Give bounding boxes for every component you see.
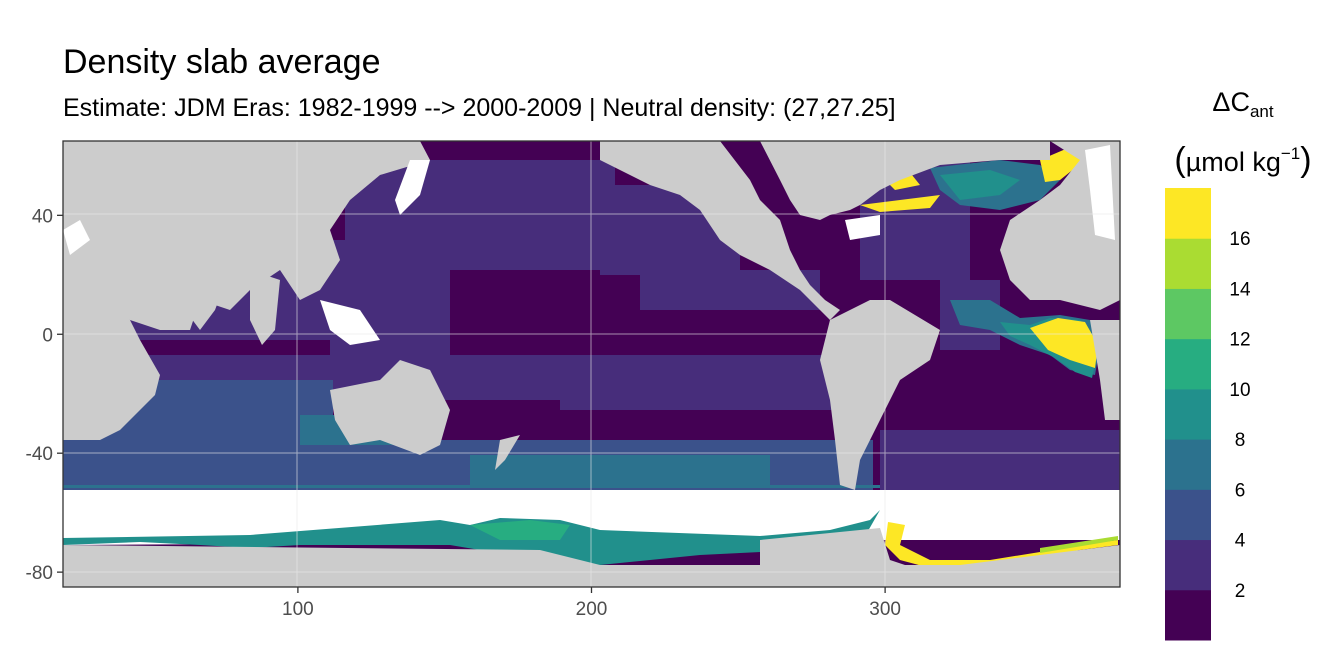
legend-title-subscript: ant: [1249, 102, 1274, 121]
no-data-japan-sea: [395, 160, 430, 215]
legend-title-symbol: ΔC: [1212, 87, 1250, 117]
antarctic-margin-bright: [470, 520, 570, 540]
legend-color-bin: [1165, 338, 1211, 390]
land-india: [250, 270, 280, 345]
land-north-america-west: [600, 141, 840, 320]
legend-break-label: 16: [1229, 229, 1250, 250]
band-pacific-nw: [345, 160, 615, 270]
legend-paren-open: (: [1174, 141, 1186, 179]
no-data-gulf: [845, 215, 880, 240]
y-tick-label: 0: [42, 325, 53, 346]
chart-title: Density slab average: [63, 43, 381, 81]
e-atlantic-high: [1030, 318, 1098, 368]
land-africa-east: [63, 300, 160, 440]
land-antarctica-west: [63, 545, 600, 567]
legend-color-bin: [1165, 188, 1211, 239]
legend-break-label: 2: [1235, 581, 1246, 602]
legend-break-label: 14: [1229, 279, 1251, 300]
x-tick-label: 100: [282, 599, 314, 620]
land-north-america-north: [760, 141, 1050, 220]
legend-break-label: 12: [1229, 330, 1250, 351]
land-africa-southwest: [1090, 320, 1120, 420]
legend-break-label: 4: [1235, 531, 1246, 552]
legend-labels: 2 4 6 8 10 12 14 16: [1229, 229, 1251, 602]
land-arabia: [180, 255, 230, 330]
band-atlantic-south: [880, 430, 1120, 490]
weddell-high: [885, 522, 1118, 568]
y-tick-label: -80: [26, 563, 53, 584]
labrador-high: [860, 195, 940, 212]
legend-title: ΔCant: [1168, 84, 1318, 130]
x-tick-label: 200: [576, 599, 608, 620]
legend-color-bin: [1165, 489, 1211, 541]
legend-colorbar: [1165, 188, 1211, 641]
weddell-edge: [1040, 536, 1118, 553]
legend-unit-sup: −1: [1280, 144, 1301, 163]
map-panel: [63, 141, 1120, 587]
legend-color-bin: [1165, 539, 1211, 591]
land-eurasia-africa-north: [63, 141, 430, 330]
legend-break-label: 8: [1235, 430, 1246, 451]
land-australia: [330, 360, 450, 455]
band-pacific-se: [560, 360, 860, 410]
x-tick-label: 300: [869, 599, 901, 620]
chart-subtitle: Estimate: JDM Eras: 1982-1999 --> 2000-2…: [63, 94, 896, 122]
legend-break-label: 6: [1235, 480, 1246, 501]
legend-unit-text: µmol kg: [1185, 147, 1281, 177]
land-antarctica-east: [760, 528, 1120, 570]
n-atlantic-teal-2: [940, 170, 1020, 200]
antarctic-margin: [63, 510, 880, 565]
legend-color-bin: [1165, 439, 1211, 490]
legend-paren-close: ): [1300, 141, 1312, 179]
no-data-baltic: [1085, 145, 1115, 240]
legend-color-bin: [1165, 589, 1211, 641]
legend-break-label: 10: [1229, 380, 1250, 401]
legend-color-bin: [1165, 388, 1211, 440]
y-tick-label: 40: [32, 206, 53, 227]
no-data-mediterranean: [63, 220, 90, 255]
legend-title-unit: (µmol kg−1): [1158, 134, 1328, 182]
y-tick-label: -40: [26, 444, 53, 465]
legend-color-bin: [1165, 238, 1211, 289]
band-southern-teal-b: [470, 455, 770, 485]
land-south-america: [820, 300, 940, 490]
legend-color-bin: [1165, 288, 1211, 340]
grid-lines: [63, 141, 1120, 587]
